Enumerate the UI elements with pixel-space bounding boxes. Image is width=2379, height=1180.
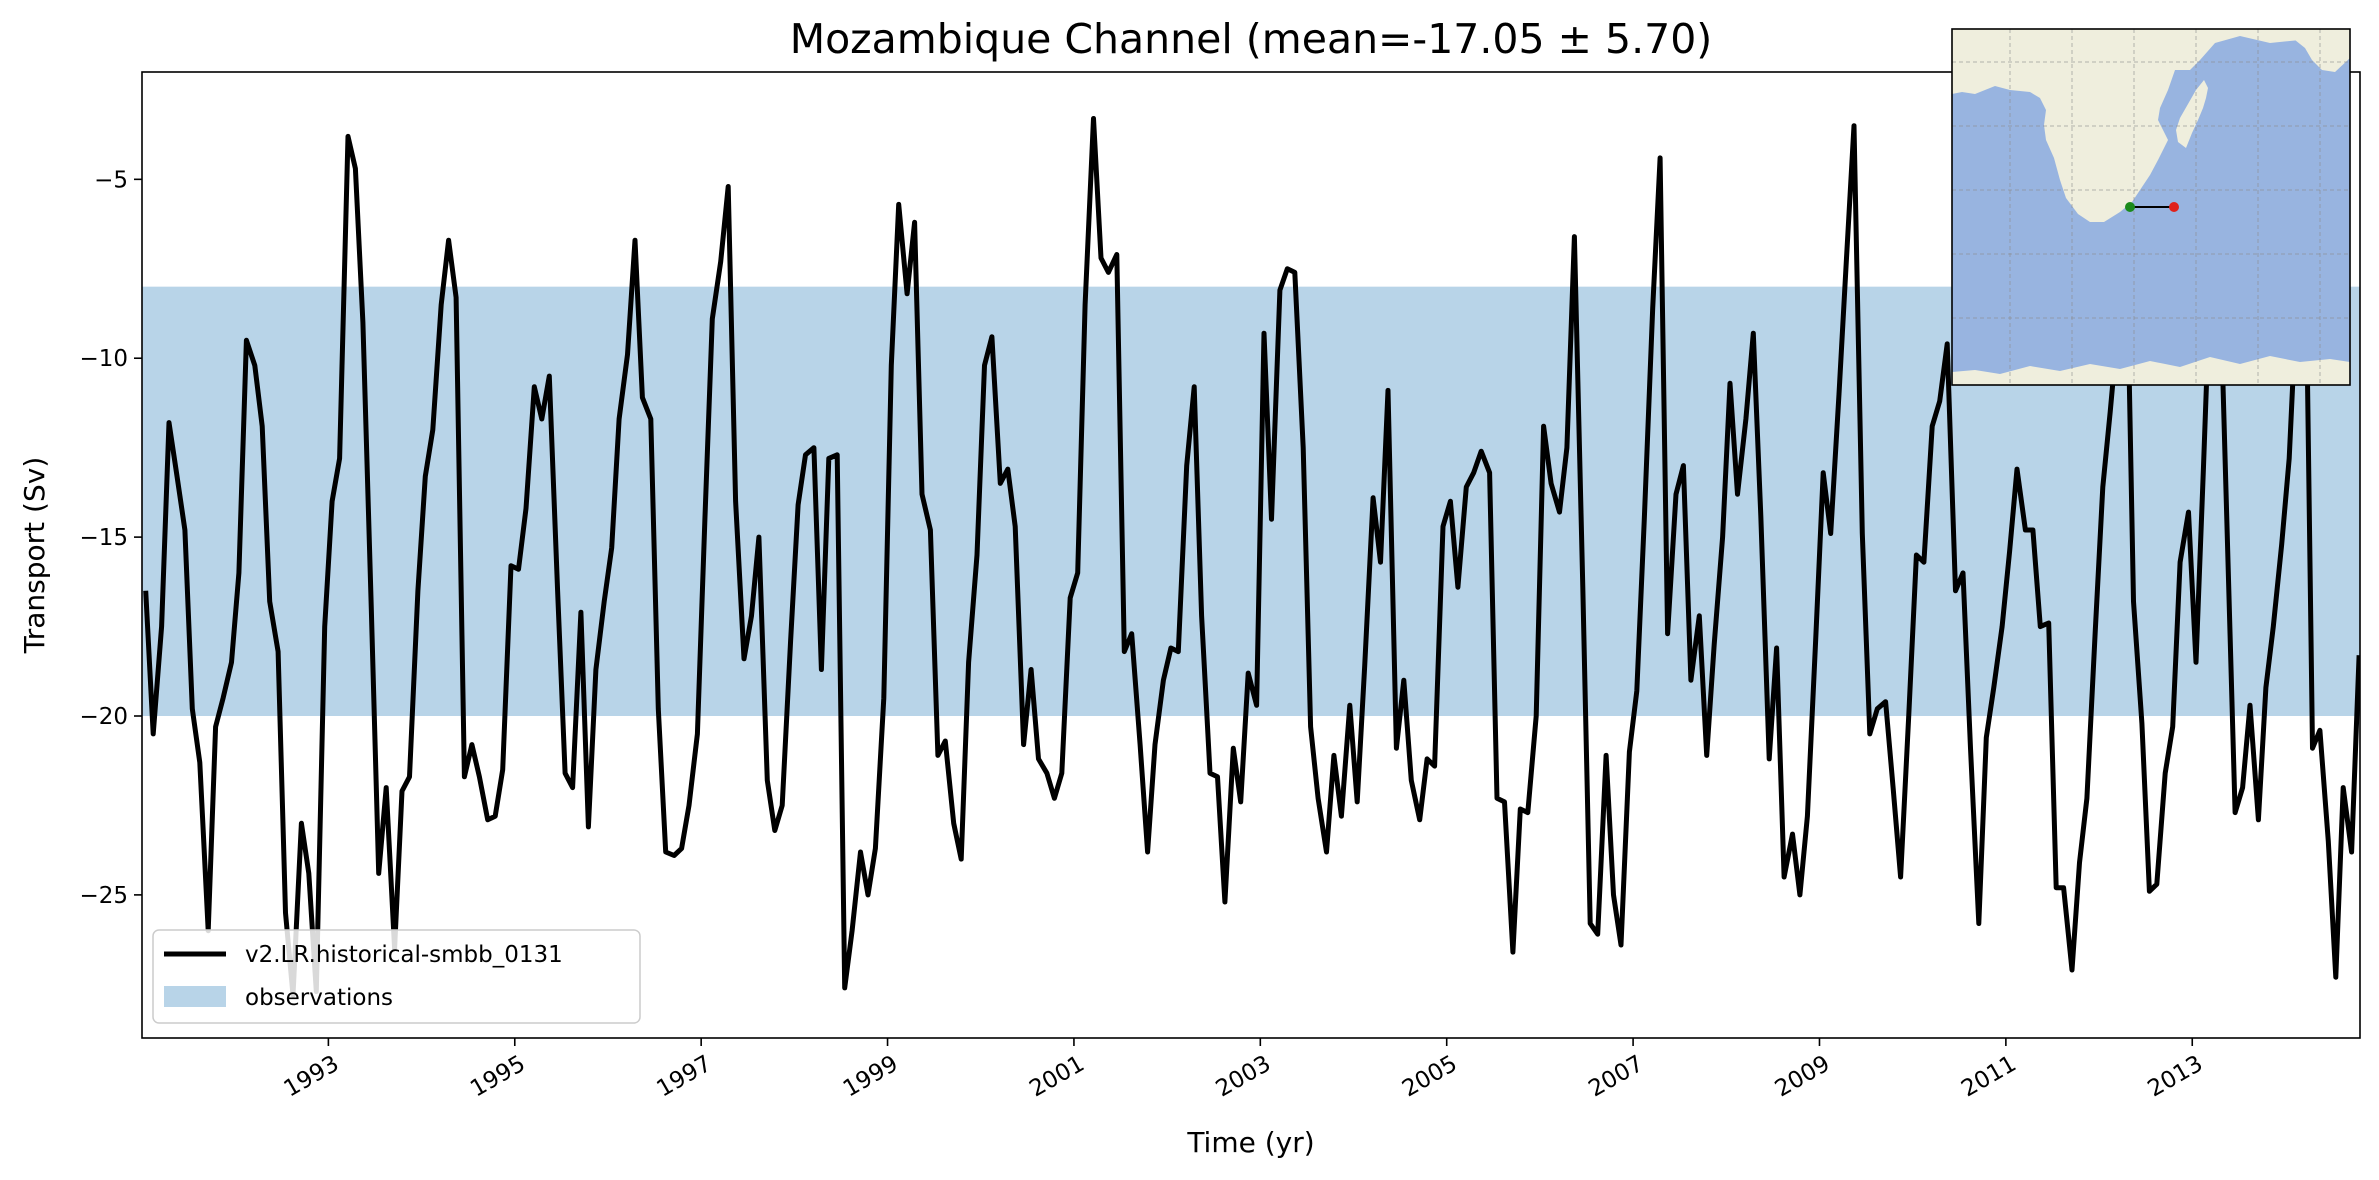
- x-tick-label: 1993: [280, 1051, 344, 1103]
- map-frame: [1951, 28, 2351, 386]
- y-axis-title: Transport (Sv): [18, 457, 51, 654]
- section-start-marker: [2125, 202, 2135, 212]
- legend-box: [152, 929, 641, 1024]
- section-end-marker: [2169, 202, 2179, 212]
- y-axis-ticks: −25 −20 −15 −10 −5: [79, 167, 142, 909]
- x-tick-label: 2011: [1957, 1051, 2021, 1103]
- y-tick-label: −25: [79, 883, 128, 909]
- map-land-madagascar: [2176, 80, 2208, 148]
- x-axis-title: Time (yr): [1186, 1126, 1314, 1159]
- x-tick-label: 1999: [839, 1051, 903, 1103]
- x-tick-label: 2003: [1212, 1051, 1276, 1103]
- x-tick-label: 2009: [1771, 1051, 1835, 1103]
- x-tick-label: 2001: [1025, 1051, 1089, 1103]
- x-tick-label: 1995: [466, 1051, 530, 1103]
- map-graticule: [1952, 29, 2350, 385]
- x-tick-label: 2013: [2144, 1051, 2208, 1103]
- x-axis-ticks: 1993 1995 1997 1999 2001 2003 2005 2007 2009 2011…: [280, 1038, 2208, 1103]
- y-tick-label: −10: [79, 346, 128, 372]
- legend-band-swatch: [164, 986, 226, 1007]
- x-tick-label: 2007: [1584, 1051, 1648, 1103]
- series-line: [143, 116, 2360, 998]
- legend-label-series: v2.LR.historical-smbb_0131: [245, 942, 563, 968]
- y-tick-label: −15: [79, 525, 128, 551]
- chart-title: Mozambique Channel (mean=-17.05 ± 5.70): [790, 15, 1713, 63]
- y-tick-label: −5: [94, 167, 128, 193]
- x-tick-label: 1997: [652, 1051, 716, 1103]
- legend: v2.LR.historical-smbb_0131 observations: [152, 929, 641, 1024]
- inset-map: [1951, 28, 2351, 386]
- legend-label-observations: observations: [245, 985, 393, 1011]
- x-tick-label: 2005: [1398, 1051, 1462, 1103]
- map-land-antarctica: [1952, 356, 2350, 385]
- y-tick-label: −20: [79, 704, 128, 730]
- plot-frame: [141, 71, 2361, 1039]
